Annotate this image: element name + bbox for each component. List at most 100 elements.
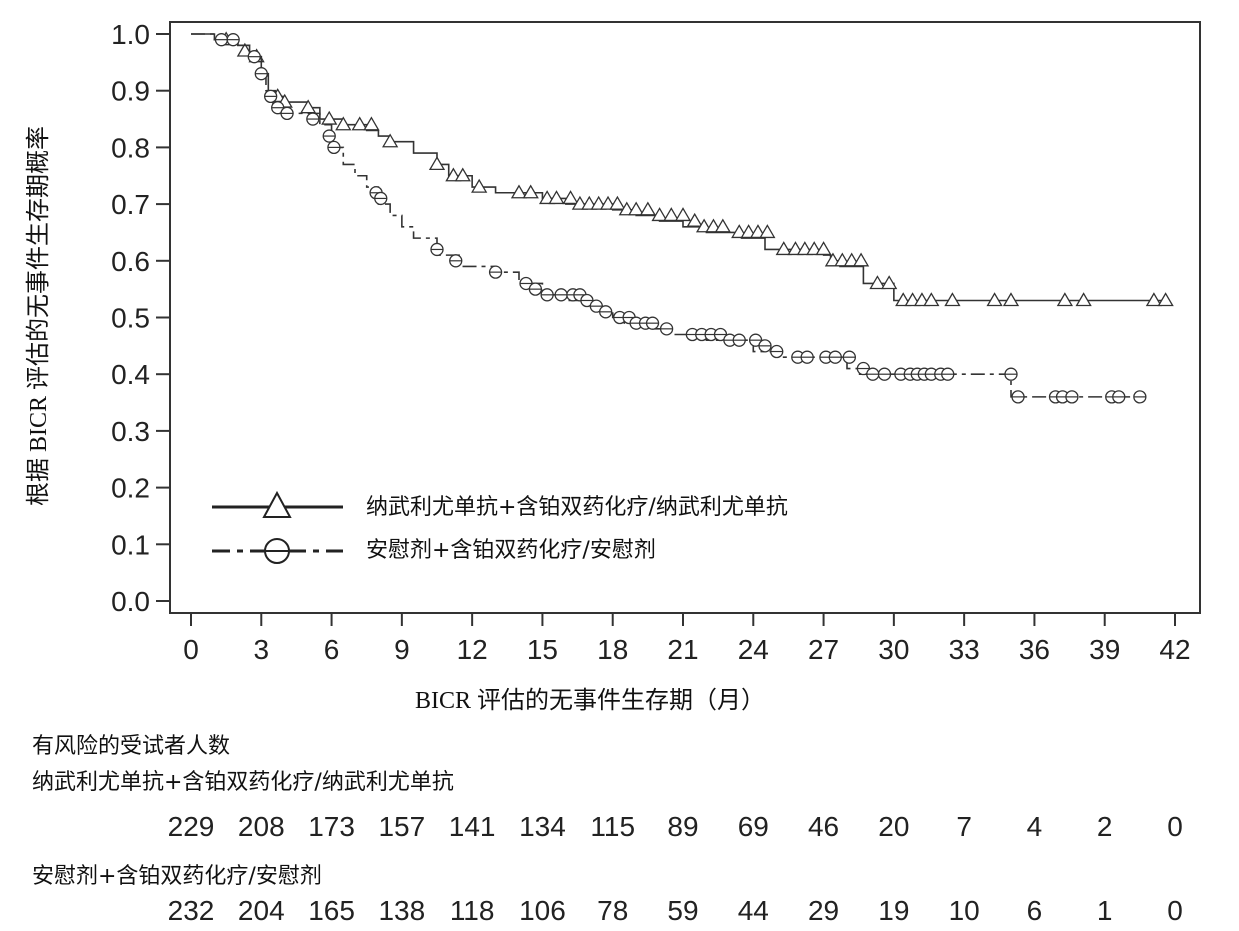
at-risk-count: 6	[1027, 895, 1043, 926]
censor-triangle-mark	[428, 156, 446, 171]
censor-circle-mark	[659, 322, 674, 336]
censor-circle-mark	[327, 140, 341, 155]
at-risk-count: 208	[238, 811, 285, 842]
x-tick-label: 3	[253, 634, 269, 665]
censor-triangle-mark	[944, 292, 961, 307]
y-tick-label: 0.5	[111, 303, 150, 334]
at-risk-count: 157	[378, 811, 425, 842]
censor-triangle-mark	[363, 116, 380, 131]
censor-triangle-mark	[881, 275, 898, 290]
censor-circle-mark	[1065, 390, 1079, 404]
y-tick-label: 0.4	[111, 359, 150, 390]
x-tick-label: 9	[394, 634, 410, 665]
at-risk-count: 106	[519, 895, 566, 926]
y-tick-label: 0.2	[111, 473, 150, 504]
at-risk-row-series-2: 232 204 165 138 118 106 78 59 44 29 19 10 6 1 0	[168, 895, 1183, 926]
censor-circle-mark	[488, 265, 503, 279]
censor-triangle-mark	[609, 195, 626, 210]
censor-triangle-mark	[1002, 292, 1020, 307]
censor-triangle-mark	[869, 275, 886, 290]
censor-circle-mark	[554, 288, 568, 302]
x-tick-label: 12	[457, 634, 488, 665]
censor-triangle-mark	[759, 224, 776, 239]
at-risk-count: 232	[168, 895, 215, 926]
censor-triangle-mark	[639, 201, 656, 216]
y-tick-label: 0.0	[111, 586, 150, 617]
x-tick-label: 27	[808, 634, 839, 665]
censor-circle-mark	[1004, 367, 1018, 381]
censor-triangle-mark	[236, 42, 254, 57]
at-risk-count: 0	[1167, 811, 1183, 842]
at-risk-count: 134	[519, 811, 566, 842]
censor-circle-mark	[449, 254, 463, 268]
plot-area	[169, 21, 1201, 614]
censor-circle-mark	[247, 50, 261, 64]
censor-circle-mark	[877, 367, 892, 381]
censor-circle-mark	[941, 367, 955, 381]
at-risk-count: 7	[956, 811, 972, 842]
censor-triangle-mark	[548, 190, 565, 205]
censor-circle-mark	[866, 367, 880, 381]
censor-triangle-mark	[923, 292, 940, 307]
censor-circle-mark	[306, 112, 320, 126]
x-tick-label: 42	[1159, 634, 1190, 665]
at-risk-count: 29	[808, 895, 839, 926]
at-risk-count: 229	[168, 811, 215, 842]
censor-triangle-mark	[686, 212, 703, 227]
censor-circle-mark	[264, 89, 278, 104]
at-risk-label-series-1: 纳武利尤单抗+含铂双药化疗/纳武利尤单抗	[32, 770, 454, 795]
legend-item-series-2: 安慰剂+含铂双药化疗/安慰剂	[212, 538, 656, 564]
censor-triangle-mark	[510, 184, 528, 199]
censor-triangle-mark	[775, 241, 792, 256]
at-risk-count: 19	[878, 895, 909, 926]
x-axis: 0 3 6 9 12 15 18 21 24 27 30 33 36 39 42	[183, 613, 1191, 665]
censor-circle-mark	[758, 339, 772, 353]
censor-triangle-mark	[1075, 292, 1092, 307]
censor-triangle-mark	[674, 207, 692, 222]
series-line	[191, 33, 1164, 302]
at-risk-count: 204	[238, 895, 285, 926]
censor-triangle-mark	[1157, 292, 1174, 307]
censor-circle-mark	[528, 282, 543, 296]
x-tick-label: 18	[597, 634, 628, 665]
legend-label-series-1: 纳武利尤单抗+含铂双药化疗/纳武利尤单抗	[366, 495, 788, 520]
censor-triangle-mark	[1145, 292, 1163, 307]
censor-triangle-mark	[815, 241, 832, 256]
y-tick-label: 0.3	[111, 416, 150, 447]
censor-circle-mark	[599, 305, 613, 319]
censor-triangle-mark	[321, 110, 338, 125]
censor-triangle-mark	[454, 167, 471, 182]
at-risk-count: 115	[590, 811, 635, 842]
censor-circle-mark	[280, 106, 294, 121]
at-risk-row-series-1: 229 208 173 157 141 134 115 89 69 46 20 7 4 2 0	[168, 811, 1183, 842]
censor-circle-mark	[1011, 390, 1025, 404]
censor-circle-mark	[226, 33, 240, 47]
y-tick-label: 0.6	[111, 246, 150, 277]
censor-circle-mark	[1112, 390, 1126, 404]
at-risk-count: 69	[738, 811, 769, 842]
at-risk-count: 4	[1027, 811, 1043, 842]
series-1	[191, 31, 1174, 307]
series-layer	[191, 31, 1174, 404]
censor-circle-mark	[800, 350, 814, 364]
y-axis-label: 根据 BICR 评估的无事件生存期概率	[25, 126, 52, 506]
x-tick-label: 30	[878, 634, 909, 665]
censor-triangle-mark	[382, 133, 399, 148]
x-tick-label: 6	[324, 634, 340, 665]
censor-triangle-mark	[986, 292, 1003, 307]
censor-circle-mark	[924, 367, 938, 381]
censor-circle-mark	[214, 33, 229, 47]
censor-triangle-mark	[351, 116, 368, 131]
x-tick-label: 36	[1019, 634, 1050, 665]
at-risk-count: 141	[449, 811, 496, 842]
x-tick-label: 21	[667, 634, 698, 665]
censor-triangle-mark	[522, 184, 539, 199]
x-tick-label: 24	[738, 634, 769, 665]
at-risk-count: 118	[450, 895, 495, 926]
x-tick-label: 33	[949, 634, 980, 665]
censor-triangle-mark	[651, 207, 668, 222]
legend-label-series-2: 安慰剂+含铂双药化疗/安慰剂	[366, 538, 656, 563]
at-risk-count: 46	[808, 811, 839, 842]
x-tick-label: 15	[527, 634, 558, 665]
censor-circle-mark	[254, 67, 268, 81]
